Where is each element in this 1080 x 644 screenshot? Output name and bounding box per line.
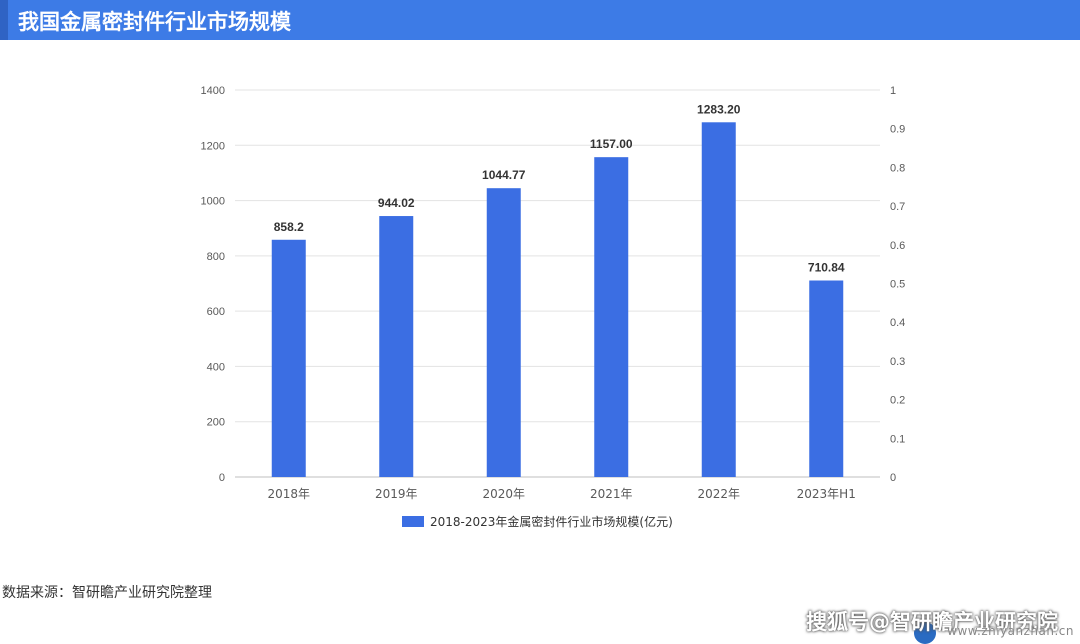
data-label: 1044.77 (482, 168, 526, 182)
y-tick-label: 1000 (201, 196, 225, 208)
bar (594, 157, 629, 477)
bar (809, 280, 844, 477)
bar (379, 216, 414, 477)
page-title: 我国金属密封件行业市场规模 (18, 9, 291, 34)
legend-swatch (402, 516, 424, 527)
x-tick-label: 2022年 (697, 487, 740, 501)
data-source: 数据来源：智研瞻产业研究院整理 (2, 585, 212, 601)
y2-tick-label: 0 (890, 472, 896, 484)
y-tick-label: 200 (207, 417, 225, 429)
y2-tick-label: 0.6 (890, 240, 905, 252)
y2-tick-label: 0.2 (890, 395, 905, 407)
x-tick-label: 2020年 (482, 487, 525, 501)
bar-chart: 0 200 400 600 800 1000 1200 1400 0 0.1 0.2 0.3 0.4 0.… (201, 85, 906, 529)
data-label: 858.2 (274, 220, 304, 234)
y2-tick-label: 0.7 (890, 201, 905, 213)
x-tick-label: 2019年 (375, 487, 418, 501)
y-tick-label: 1400 (201, 85, 225, 97)
y2-tick-label: 1 (890, 85, 896, 97)
watermark-url: www.zhiyanzhan.cn (947, 624, 1074, 638)
x-tick-label: 2021年 (590, 487, 633, 501)
data-label: 1157.00 (590, 137, 633, 151)
title-accent (0, 0, 8, 40)
y2-tick-label: 0.4 (890, 317, 905, 329)
y2-tick-label: 0.9 (890, 124, 905, 136)
y2-tick-label: 0.5 (890, 279, 905, 291)
y-tick-label: 800 (207, 251, 225, 263)
x-tick-label: 2023年H1 (797, 487, 856, 501)
data-label: 1283.20 (697, 102, 741, 116)
y2-tick-label: 0.8 (890, 162, 905, 174)
legend-label: 2018-2023年金属密封件行业市场规模(亿元) (430, 514, 673, 529)
y-tick-label: 1200 (201, 140, 225, 152)
y2-tick-label: 0.3 (890, 356, 905, 368)
sohu-logo-icon (914, 622, 936, 644)
title-bar: 我国金属密封件行业市场规模 (0, 0, 1080, 40)
data-label: 944.02 (378, 196, 415, 210)
data-label: 710.84 (808, 261, 845, 275)
y-tick-label: 600 (207, 306, 225, 318)
y2-tick-label: 0.1 (890, 433, 905, 445)
y-tick-label: 400 (207, 361, 225, 373)
watermark-text: 搜狐号@智研瞻产业研究院 (806, 610, 1058, 634)
bar (271, 239, 306, 477)
y-tick-label: 0 (219, 472, 225, 484)
x-tick-label: 2018年 (267, 487, 310, 501)
bar (486, 188, 521, 477)
bar (701, 122, 736, 477)
